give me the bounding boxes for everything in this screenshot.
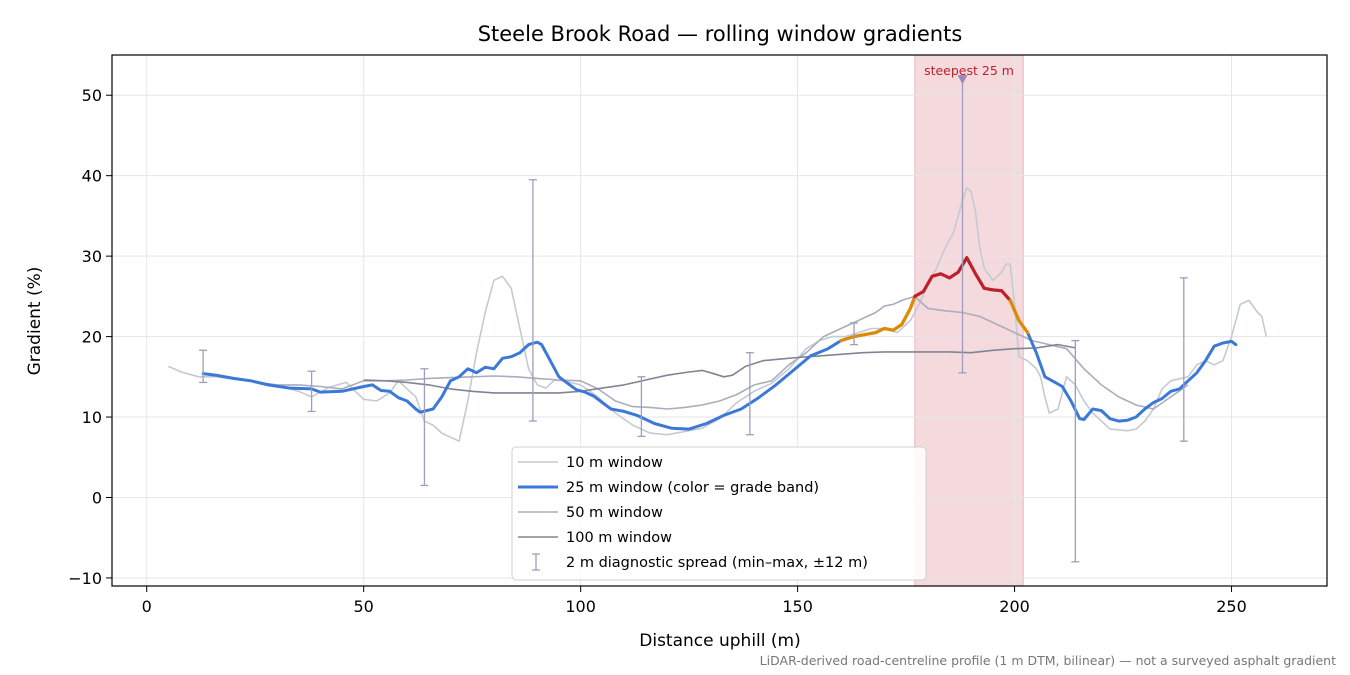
series-50m-line — [255, 295, 1189, 410]
legend: 10 m window 25 m window (color = grade ba… — [511, 446, 927, 581]
y-tick-label: −10 — [68, 569, 102, 588]
legend-label: 2 m diagnostic spread (min–max, ±12 m) — [566, 555, 868, 571]
y-tick-label: 50 — [82, 86, 102, 105]
series-25m-medium-segment — [1008, 298, 1030, 335]
footnote: LiDAR-derived road-centreline profile (1… — [760, 653, 1336, 668]
spread-bar — [528, 179, 537, 422]
spread-bars-layer: steepest 25 m — [199, 63, 1188, 563]
spread-bar — [745, 352, 754, 436]
spread-bar — [1071, 339, 1080, 563]
legend-label: 10 m window — [566, 455, 663, 471]
steepest-marker — [957, 75, 968, 85]
legend-entry: 2 m diagnostic spread (min–max, ±12 m) — [532, 553, 868, 571]
y-tick-label: 10 — [82, 408, 102, 427]
spread-bar — [307, 370, 316, 413]
y-tick-label: 40 — [82, 167, 102, 186]
y-tick-label: 20 — [82, 328, 102, 347]
x-axis-label: Distance uphill (m) — [639, 631, 800, 651]
x-tick-label: 0 — [142, 597, 152, 616]
x-tick-label: 100 — [565, 597, 596, 616]
legend-entry: 50 m window — [518, 505, 663, 521]
legend-box — [511, 446, 927, 581]
legend-entry: 25 m window (color = grade band) — [518, 480, 819, 496]
spread-bar — [850, 322, 859, 346]
legend-label: 50 m window — [566, 505, 663, 521]
legend-label: 100 m window — [566, 530, 672, 546]
series-layer — [168, 187, 1268, 442]
y-tick-label: 0 — [92, 489, 102, 508]
spread-bar — [637, 376, 646, 438]
spread-bar — [420, 368, 429, 487]
spread-bar — [199, 349, 208, 384]
x-tick-label: 250 — [1216, 597, 1247, 616]
spread-bar — [1179, 277, 1188, 442]
series-10m-line — [168, 187, 1268, 442]
chart-title: Steele Brook Road — rolling window gradi… — [478, 22, 963, 46]
series-25m-medium-segment — [839, 294, 917, 343]
legend-label: 25 m window (color = grade band) — [566, 480, 819, 496]
x-tick-label: 50 — [353, 597, 373, 616]
highlight-layer — [914, 54, 1024, 587]
series-25m-line — [201, 256, 1238, 431]
plot-frame — [111, 54, 1328, 587]
x-tick-label: 150 — [782, 597, 813, 616]
steepest-highlight-band — [914, 54, 1024, 587]
legend-entry: 10 m window — [518, 455, 663, 471]
series-100m-line — [363, 343, 1076, 394]
steepest-label: steepest 25 m — [924, 63, 1014, 78]
axes-layer: 0 50 100 150 200 250 −10 0 10 20 30 40 50 — [68, 54, 1328, 616]
legend-entry: 100 m window — [518, 530, 672, 546]
x-tick-label: 200 — [999, 597, 1030, 616]
y-axis-label: Gradient (%) — [25, 267, 45, 376]
y-tick-label: 30 — [82, 247, 102, 266]
